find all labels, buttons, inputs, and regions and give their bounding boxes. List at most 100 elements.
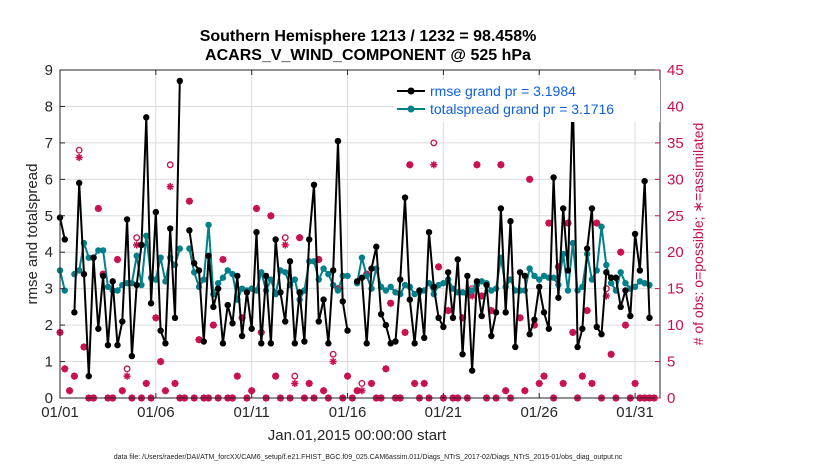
rmse-point <box>401 194 409 201</box>
totalspread-point <box>440 280 447 287</box>
totalspread-point <box>636 278 644 285</box>
rmse-point <box>243 289 251 296</box>
obs-assimilated-stroke <box>95 205 102 212</box>
x-tick-label: 01/21 <box>425 404 463 421</box>
totalspread-point <box>468 287 476 294</box>
obs-assimilated-marker <box>123 372 131 380</box>
totalspread-point <box>258 269 265 276</box>
rmse-point <box>617 303 624 311</box>
rmse-point <box>310 181 318 188</box>
rmse-point <box>459 351 466 358</box>
totalspread-point <box>435 281 442 289</box>
rmse-point <box>574 343 581 351</box>
obs-assimilated-marker <box>75 153 83 162</box>
rmse-point <box>282 318 289 325</box>
obs-assimilated-marker <box>152 314 160 322</box>
rmse-point <box>171 314 179 322</box>
obs-assimilated-stroke <box>579 373 586 380</box>
rmse-point <box>540 309 548 316</box>
obs-assimilated-stroke <box>540 373 548 380</box>
x-tick-label: 01/01 <box>41 404 79 421</box>
obs-assimilated-marker <box>281 241 289 249</box>
y-tick-label: 6 <box>45 171 53 188</box>
rmse-point <box>152 208 160 216</box>
obs-assimilated-marker <box>305 379 313 388</box>
obs-assimilated-marker <box>209 321 217 329</box>
y-right-tick-label: 30 <box>667 171 684 188</box>
rmse-point <box>325 340 332 347</box>
x-tick-label: 01/26 <box>520 404 558 421</box>
obs-assimilated-stroke <box>195 336 203 343</box>
rmse-point <box>387 340 394 347</box>
totalspread-point <box>564 287 572 294</box>
totalspread-point <box>617 269 624 276</box>
x-axis-label: Jan.01,2015 00:00:00 start <box>268 427 447 444</box>
obs-assimilated-marker <box>358 387 366 395</box>
obs-assimilated-stroke <box>171 380 179 387</box>
obs-possible-marker <box>166 161 174 169</box>
totalspread-point <box>238 285 246 292</box>
rmse-point <box>646 314 653 322</box>
obs-assimilated-stroke <box>234 373 241 380</box>
rmse-point <box>435 314 442 322</box>
totalspread-point <box>631 283 639 291</box>
obs-assimilated-marker <box>219 255 227 264</box>
rmse-point <box>238 332 246 340</box>
obs-assimilated-stroke <box>516 314 524 321</box>
obs-possible-marker <box>291 372 299 380</box>
rmse-point <box>631 230 639 238</box>
legend-rmse-label: rmse grand pr = 3.1984 <box>430 83 576 99</box>
rmse-point <box>109 278 116 285</box>
obs-assimilated-marker <box>583 306 591 315</box>
obs-assimilated-stroke <box>282 241 289 249</box>
obs-assimilated-stroke <box>354 387 361 394</box>
obs-assimilated-stroke <box>382 365 389 372</box>
obs-assimilated-marker <box>118 387 126 395</box>
obs-assimilated-stroke <box>560 380 567 387</box>
rmse-point <box>200 338 207 345</box>
totalspread-point <box>95 247 102 254</box>
obs-assimilated-stroke <box>267 212 274 219</box>
totalspread-point <box>588 276 596 283</box>
y-right-tick-label: 45 <box>667 62 684 79</box>
obs-assimilated-stroke <box>473 161 481 168</box>
obs-assimilated-stroke <box>435 263 442 270</box>
rmse-point <box>612 274 620 281</box>
totalspread-point <box>176 245 184 252</box>
rmse-point <box>536 283 543 291</box>
y-right-tick-label: 40 <box>667 98 684 115</box>
rmse-point <box>329 267 337 274</box>
obs-assimilated-marker <box>61 365 69 373</box>
rmse-point <box>214 285 222 292</box>
obs-assimilated-marker <box>319 387 328 395</box>
obs-assimilated-stroke <box>124 373 131 380</box>
obs-possible-marker <box>123 365 131 373</box>
obs-assimilated-marker <box>166 183 174 191</box>
rmse-point <box>306 236 313 243</box>
totalspread-point <box>392 289 399 296</box>
totalspread-point <box>334 287 342 294</box>
obs-possible-marker <box>602 285 610 293</box>
totalspread-point <box>325 270 332 278</box>
series-layer <box>56 77 658 402</box>
rmse-point <box>296 289 303 296</box>
y-right-tick-label: 15 <box>667 281 684 298</box>
y-tick-label: 3 <box>45 281 53 298</box>
obs-assimilated-stroke <box>368 380 375 387</box>
rmse-point <box>80 270 88 278</box>
totalspread-point <box>320 265 327 272</box>
obs-assimilated-marker <box>420 379 428 388</box>
obs-assimilated-marker <box>545 219 553 227</box>
totalspread-point <box>310 258 318 265</box>
totalspread-point <box>641 280 648 287</box>
obs-assimilated-stroke <box>330 358 337 365</box>
rmse-point <box>277 289 284 296</box>
rmse-point <box>267 340 275 347</box>
obs-assimilated-marker <box>631 379 639 388</box>
totalspread-point <box>200 276 207 283</box>
obs-assimilated-stroke <box>521 387 528 394</box>
obs-assimilated-stroke <box>469 292 476 300</box>
obs-assimilated-stroke <box>162 387 169 394</box>
obs-assimilated-marker <box>80 343 88 351</box>
obs-assimilated-marker <box>473 161 481 169</box>
